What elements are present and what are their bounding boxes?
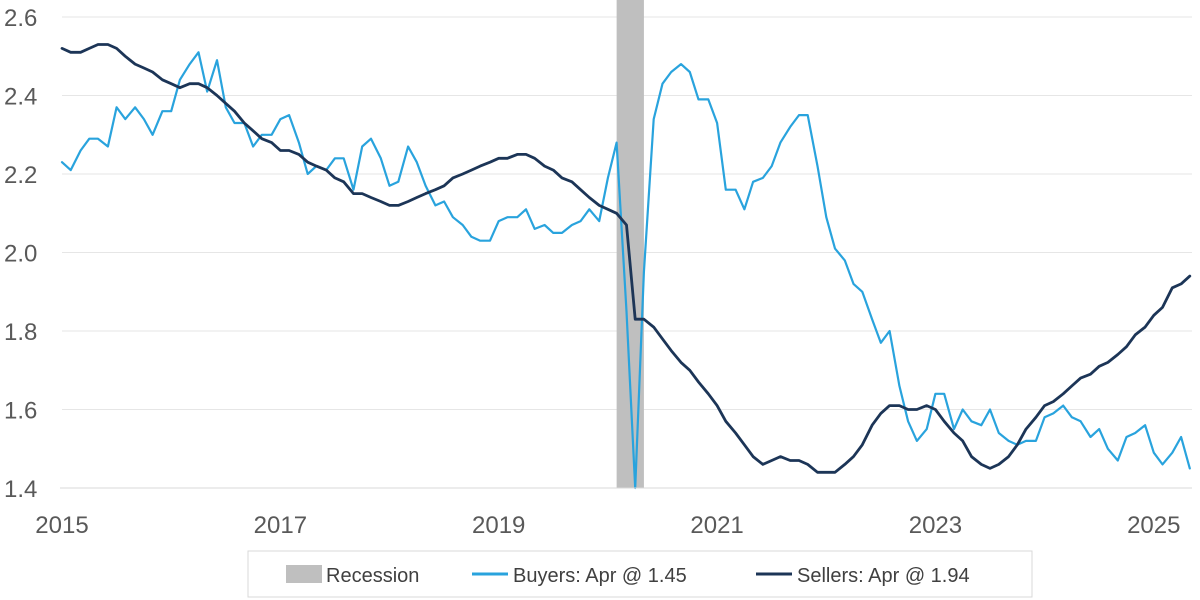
- legend-recession-swatch: [286, 565, 322, 583]
- x-tick-labels: 2015 2017 2019 2021 2023 2025: [35, 512, 1180, 539]
- x-tick-label: 2019: [472, 512, 525, 539]
- y-tick-label: 1.4: [4, 476, 37, 503]
- y-tick-label: 2.6: [4, 5, 37, 32]
- y-tick-label: 2.0: [4, 241, 37, 268]
- buyers-series-line: [60, 51, 1191, 490]
- y-tick-labels: 1.4 1.6 1.8 2.0 2.2 2.4 2.6: [4, 5, 37, 503]
- x-tick-label: 2015: [35, 512, 88, 539]
- legend-box: [247, 550, 1033, 598]
- x-tick-label: 2017: [254, 512, 307, 539]
- recession-band-layer: [616, 0, 644, 488]
- y-tick-label: 2.2: [4, 162, 37, 189]
- legend-sellers-label: Sellers: Apr @ 1.94: [797, 565, 970, 587]
- x-tick-label: 2023: [909, 512, 962, 539]
- legend-recession-label: Recession: [326, 565, 419, 587]
- series-layer: [60, 43, 1192, 490]
- legend-buyers-label: Buyers: Apr @ 1.45: [513, 565, 687, 587]
- x-tick-label: 2021: [690, 512, 743, 539]
- y-tick-label: 1.8: [4, 319, 37, 346]
- y-tick-label: 2.4: [4, 84, 37, 111]
- legend: Recession Buyers: Apr @ 1.45 Sellers: Ap…: [247, 550, 1033, 598]
- y-tick-label: 1.6: [4, 398, 37, 425]
- recession-band: [616, 0, 644, 488]
- sellers-series-line: [60, 43, 1192, 474]
- x-tick-label: 2025: [1127, 512, 1180, 539]
